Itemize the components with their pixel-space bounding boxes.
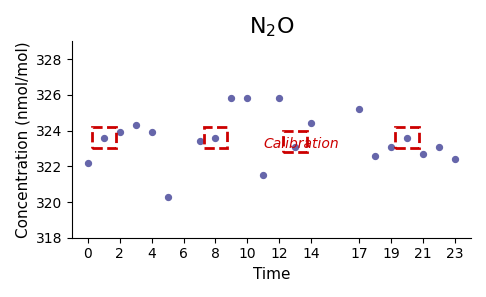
Bar: [283, 131, 307, 152]
Point: [403, 135, 411, 140]
Bar: [92, 127, 116, 148]
Point: [276, 96, 283, 101]
Point: [260, 173, 267, 178]
Point: [196, 139, 204, 144]
Point: [451, 157, 459, 162]
Point: [387, 144, 395, 149]
Y-axis label: Concentration (nmol/mol): Concentration (nmol/mol): [15, 41, 30, 238]
Point: [308, 121, 315, 126]
Title: N$_2$O: N$_2$O: [248, 15, 294, 39]
Point: [227, 96, 235, 101]
Text: Calibration: Calibration: [263, 138, 339, 151]
Point: [292, 144, 299, 149]
Point: [419, 151, 427, 156]
Point: [243, 96, 251, 101]
Point: [371, 153, 379, 158]
X-axis label: Time: Time: [253, 267, 290, 282]
Point: [435, 144, 443, 149]
Bar: [204, 127, 227, 148]
Point: [100, 135, 107, 140]
Point: [116, 130, 123, 135]
Point: [84, 160, 92, 165]
Point: [164, 194, 172, 199]
Point: [148, 130, 156, 135]
Bar: [395, 127, 419, 148]
Point: [355, 107, 363, 112]
Point: [132, 123, 139, 128]
Point: [211, 135, 219, 140]
